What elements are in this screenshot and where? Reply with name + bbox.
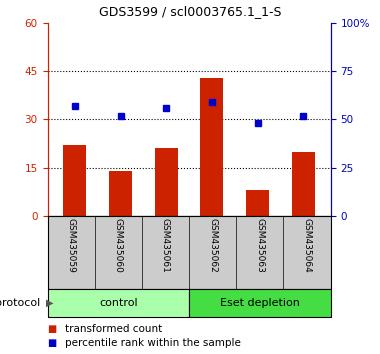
Bar [292,152,315,216]
Bar [109,171,132,216]
Text: percentile rank within the sample: percentile rank within the sample [65,338,241,348]
Text: GSM435062: GSM435062 [208,218,217,273]
Text: GSM435061: GSM435061 [161,218,170,273]
Text: transformed count: transformed count [65,324,162,333]
Text: GSM435064: GSM435064 [302,218,312,273]
Text: ■: ■ [48,324,57,333]
Bar [63,145,86,216]
Text: ■: ■ [48,338,57,348]
Text: GDS3599 / scl0003765.1_1-S: GDS3599 / scl0003765.1_1-S [99,5,281,18]
Text: Eset depletion: Eset depletion [220,298,300,308]
Text: control: control [99,298,138,308]
Bar [246,190,269,216]
Bar [155,148,177,216]
Text: GSM435059: GSM435059 [66,218,76,273]
Text: GSM435063: GSM435063 [255,218,264,273]
Bar [201,78,223,216]
Text: GSM435060: GSM435060 [114,218,123,273]
Text: protocol: protocol [0,298,44,308]
Text: ▶: ▶ [46,298,53,308]
